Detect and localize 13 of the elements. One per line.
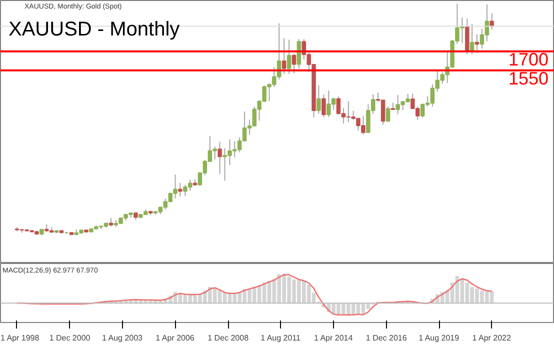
x-tick-label: 1 Apr 1998	[0, 334, 40, 342]
x-tick-label: 1 Aug 2003	[102, 334, 144, 342]
x-tick-label: 1 Aug 2019	[418, 334, 460, 342]
x-tick-label: 1 Apr 2014	[314, 334, 354, 342]
x-tick-label: 1 Apr 2006	[156, 334, 195, 342]
text: XAUUSD - Monthly	[8, 18, 180, 40]
x-tick-label: 1 Dec 2016	[366, 334, 408, 342]
x-tick-label: 1 Dec 2000	[49, 334, 91, 342]
x-tick-label: 1 Apr 2022	[472, 334, 512, 342]
ref-line-label: 1700	[508, 49, 549, 70]
x-tick-label: 1 Dec 2008	[208, 334, 250, 342]
ref-line-label: 1550	[508, 68, 549, 88]
x-tick-label: 1 Aug 2011	[260, 334, 302, 342]
